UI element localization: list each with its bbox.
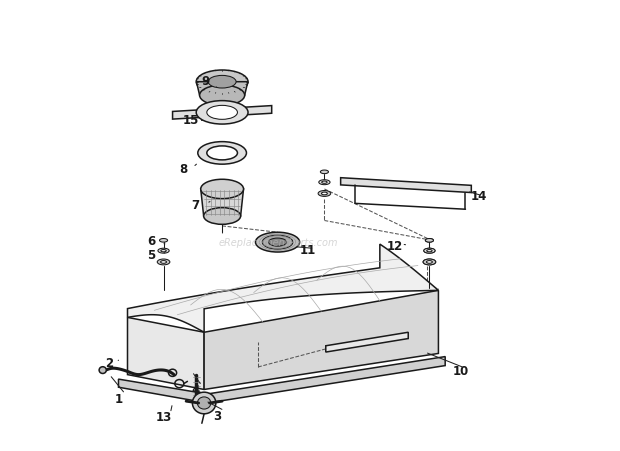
Ellipse shape [99,367,106,373]
Ellipse shape [203,208,241,225]
Ellipse shape [322,182,327,184]
Ellipse shape [159,239,167,243]
Ellipse shape [425,239,433,243]
Text: eReplacementParts.com: eReplacementParts.com [219,238,338,248]
Polygon shape [340,178,471,193]
Ellipse shape [427,261,432,264]
Ellipse shape [427,250,432,252]
Ellipse shape [321,170,329,174]
Text: 14: 14 [471,190,487,203]
Text: 1: 1 [115,392,123,405]
Text: 10: 10 [453,364,469,377]
Ellipse shape [427,250,432,252]
Ellipse shape [319,180,330,185]
Text: 8: 8 [179,163,187,176]
Polygon shape [197,83,248,96]
Polygon shape [172,106,272,120]
Ellipse shape [424,249,435,253]
Text: 2: 2 [105,356,113,369]
Text: 9: 9 [202,75,210,88]
Ellipse shape [322,193,327,195]
Ellipse shape [423,259,436,265]
Ellipse shape [208,76,236,89]
Polygon shape [118,357,445,403]
Ellipse shape [268,239,286,247]
Ellipse shape [161,250,166,252]
Ellipse shape [196,101,248,125]
Ellipse shape [207,147,237,161]
Polygon shape [128,318,204,390]
Ellipse shape [197,397,211,409]
Ellipse shape [196,71,248,94]
Text: 4: 4 [191,383,199,396]
Ellipse shape [425,239,433,243]
Ellipse shape [192,392,216,414]
Polygon shape [128,244,438,332]
Polygon shape [201,189,244,216]
Text: 6: 6 [148,235,156,248]
Text: 15: 15 [182,113,199,126]
Text: 7: 7 [191,199,199,212]
Polygon shape [326,332,408,352]
Ellipse shape [423,259,436,265]
Text: 13: 13 [156,410,172,423]
Text: 11: 11 [299,244,316,257]
Ellipse shape [157,259,170,265]
Text: 12: 12 [387,239,403,252]
Ellipse shape [424,249,435,253]
Ellipse shape [427,261,432,264]
Ellipse shape [318,191,330,197]
Text: 3: 3 [213,409,222,422]
Ellipse shape [200,86,245,106]
Ellipse shape [255,233,299,253]
Ellipse shape [198,143,247,165]
Ellipse shape [161,261,167,264]
Ellipse shape [158,249,169,253]
Ellipse shape [207,106,237,120]
Polygon shape [204,291,438,390]
Text: 5: 5 [148,248,156,261]
Ellipse shape [262,235,293,249]
Ellipse shape [201,180,244,199]
